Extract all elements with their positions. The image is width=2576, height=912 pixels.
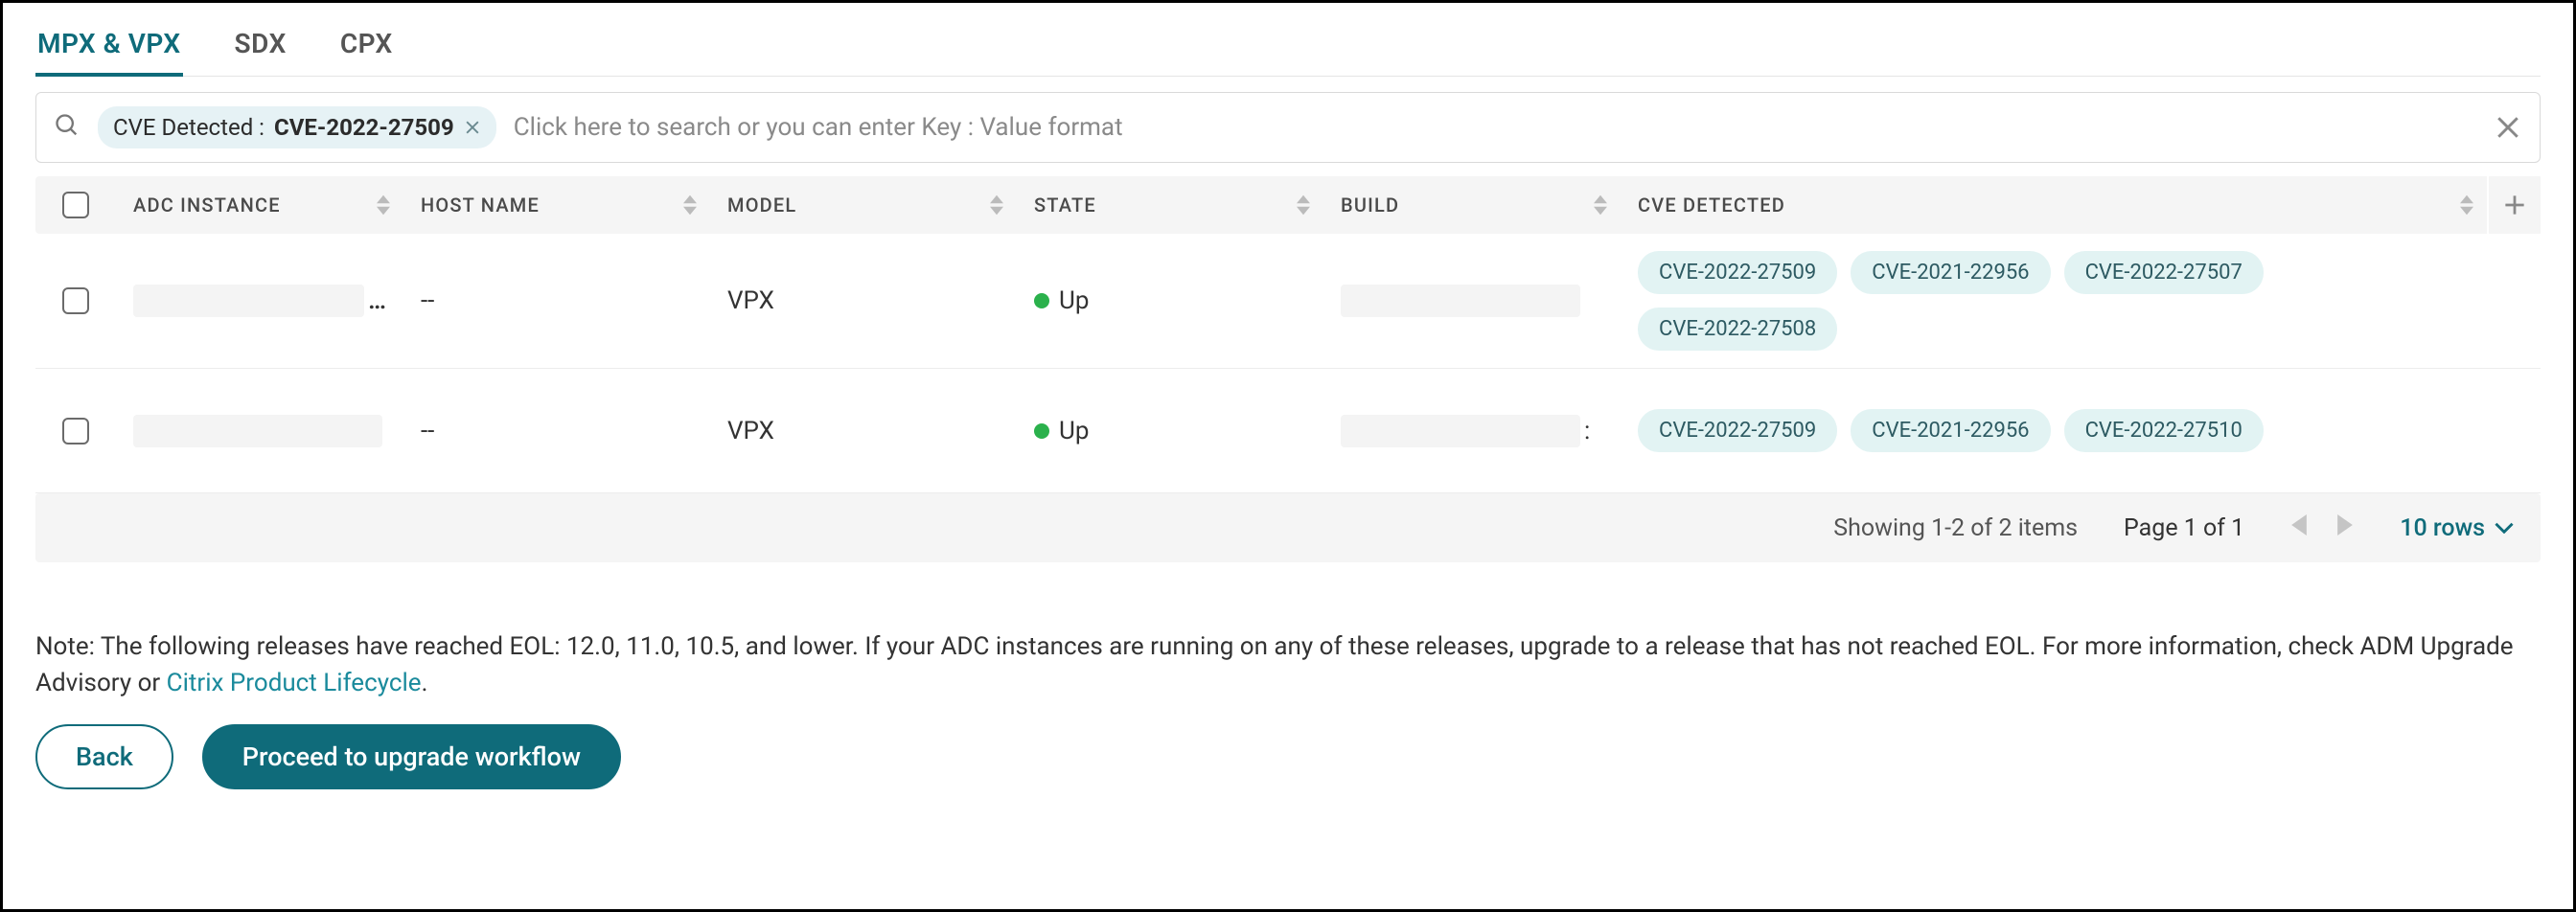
search-icon <box>54 112 80 143</box>
column-model[interactable]: MODEL <box>710 176 1017 234</box>
cell-state: Up <box>1017 286 1323 315</box>
search-clear-icon[interactable] <box>2494 113 2522 142</box>
eol-note: Note: The following releases have reache… <box>35 629 2541 701</box>
column-host-name[interactable]: HOST NAME <box>403 176 710 234</box>
cve-tag[interactable]: CVE-2021-22956 <box>1851 409 2050 452</box>
build-suffix: : <box>1584 417 1590 445</box>
cell-cve-detected: CVE-2022-27509 CVE-2021-22956 CVE-2022-2… <box>1621 392 2487 469</box>
cell-model: VPX <box>710 417 1017 445</box>
table-row: … -- VPX Up CVE-2022-27509 CVE-2021-2295… <box>35 234 2541 369</box>
citrix-lifecycle-link[interactable]: Citrix Product Lifecycle <box>167 669 422 697</box>
cell-build <box>1323 285 1621 317</box>
column-state-label: STATE <box>1034 194 1096 217</box>
tab-cpx[interactable]: CPX <box>338 20 395 76</box>
tabs-bar: MPX & VPX SDX CPX <box>35 20 2541 77</box>
rows-per-page-label: 10 rows <box>2400 514 2485 542</box>
status-up-icon <box>1034 423 1049 439</box>
truncate-ellipsis: … <box>368 286 386 315</box>
filter-chip-cve[interactable]: CVE Detected : CVE-2022-27509 <box>98 106 496 148</box>
select-all-checkbox[interactable] <box>62 192 89 218</box>
row-checkbox[interactable] <box>62 287 89 314</box>
page-prev-icon[interactable] <box>2290 514 2308 542</box>
column-state[interactable]: STATE <box>1017 176 1323 234</box>
cell-cve-detected: CVE-2022-27509 CVE-2021-22956 CVE-2022-2… <box>1621 234 2487 368</box>
filter-chip-value: CVE-2022-27509 <box>274 114 454 141</box>
redacted-value <box>1341 415 1580 447</box>
status-up-icon <box>1034 293 1049 308</box>
redacted-value <box>1341 285 1580 317</box>
cve-tag[interactable]: CVE-2022-27509 <box>1638 409 1837 452</box>
column-build[interactable]: BUILD <box>1323 176 1621 234</box>
cell-host-name: -- <box>403 417 710 445</box>
instances-table: ADC INSTANCE HOST NAME MODEL STATE <box>35 176 2541 562</box>
cve-tag[interactable]: CVE-2022-27509 <box>1638 251 1837 294</box>
cve-tag[interactable]: CVE-2021-22956 <box>1851 251 2050 294</box>
back-button[interactable]: Back <box>35 724 173 789</box>
action-buttons: Back Proceed to upgrade workflow <box>35 724 2541 789</box>
column-cve-label: CVE DETECTED <box>1638 194 1785 217</box>
table-footer: Showing 1-2 of 2 items Page 1 of 1 10 ro… <box>35 493 2541 562</box>
cell-host-name: -- <box>403 286 710 315</box>
select-all-cell <box>35 176 116 234</box>
page-info: Page 1 of 1 <box>2124 514 2244 542</box>
showing-text: Showing 1-2 of 2 items <box>1833 514 2078 542</box>
rows-per-page-select[interactable]: 10 rows <box>2400 514 2514 542</box>
sort-icon[interactable] <box>1594 194 1607 216</box>
cell-build: : <box>1323 415 1621 447</box>
cve-tag[interactable]: CVE-2022-27510 <box>2064 409 2264 452</box>
redacted-value <box>133 415 382 447</box>
tab-sdx[interactable]: SDX <box>233 20 288 76</box>
filter-chip-key: CVE Detected : <box>113 114 264 141</box>
add-column-button[interactable] <box>2487 176 2541 234</box>
table-header: ADC INSTANCE HOST NAME MODEL STATE <box>35 176 2541 234</box>
sort-icon[interactable] <box>990 194 1003 216</box>
sort-icon[interactable] <box>2460 194 2473 216</box>
sort-icon[interactable] <box>683 194 697 216</box>
cell-adc-instance: … <box>116 285 403 317</box>
cell-model: VPX <box>710 286 1017 315</box>
column-host-label: HOST NAME <box>421 194 540 217</box>
page-next-icon[interactable] <box>2336 514 2354 542</box>
state-label: Up <box>1059 286 1089 315</box>
sort-icon[interactable] <box>377 194 390 216</box>
search-input-placeholder[interactable]: Click here to search or you can enter Ke… <box>514 113 2476 142</box>
cve-tag[interactable]: CVE-2022-27507 <box>2064 251 2264 294</box>
table-row: -- VPX Up : CVE-2022-27509 CVE-2021-2295… <box>35 369 2541 493</box>
note-text-suffix: . <box>422 669 428 697</box>
state-label: Up <box>1059 417 1089 445</box>
cve-tag[interactable]: CVE-2022-27508 <box>1638 308 1837 351</box>
sort-icon[interactable] <box>1297 194 1310 216</box>
cell-state: Up <box>1017 417 1323 445</box>
tab-mpx-vpx[interactable]: MPX & VPX <box>35 20 183 77</box>
column-adc-instance[interactable]: ADC INSTANCE <box>116 176 403 234</box>
cell-adc-instance <box>116 415 403 447</box>
column-build-label: BUILD <box>1341 194 1399 217</box>
column-cve-detected[interactable]: CVE DETECTED <box>1621 176 2487 234</box>
row-checkbox[interactable] <box>62 418 89 445</box>
redacted-value <box>133 285 364 317</box>
column-model-label: MODEL <box>727 194 796 217</box>
proceed-upgrade-button[interactable]: Proceed to upgrade workflow <box>202 724 621 789</box>
search-bar[interactable]: CVE Detected : CVE-2022-27509 Click here… <box>35 92 2541 163</box>
filter-chip-remove-icon[interactable] <box>464 119 481 136</box>
column-adc-label: ADC INSTANCE <box>133 194 281 217</box>
